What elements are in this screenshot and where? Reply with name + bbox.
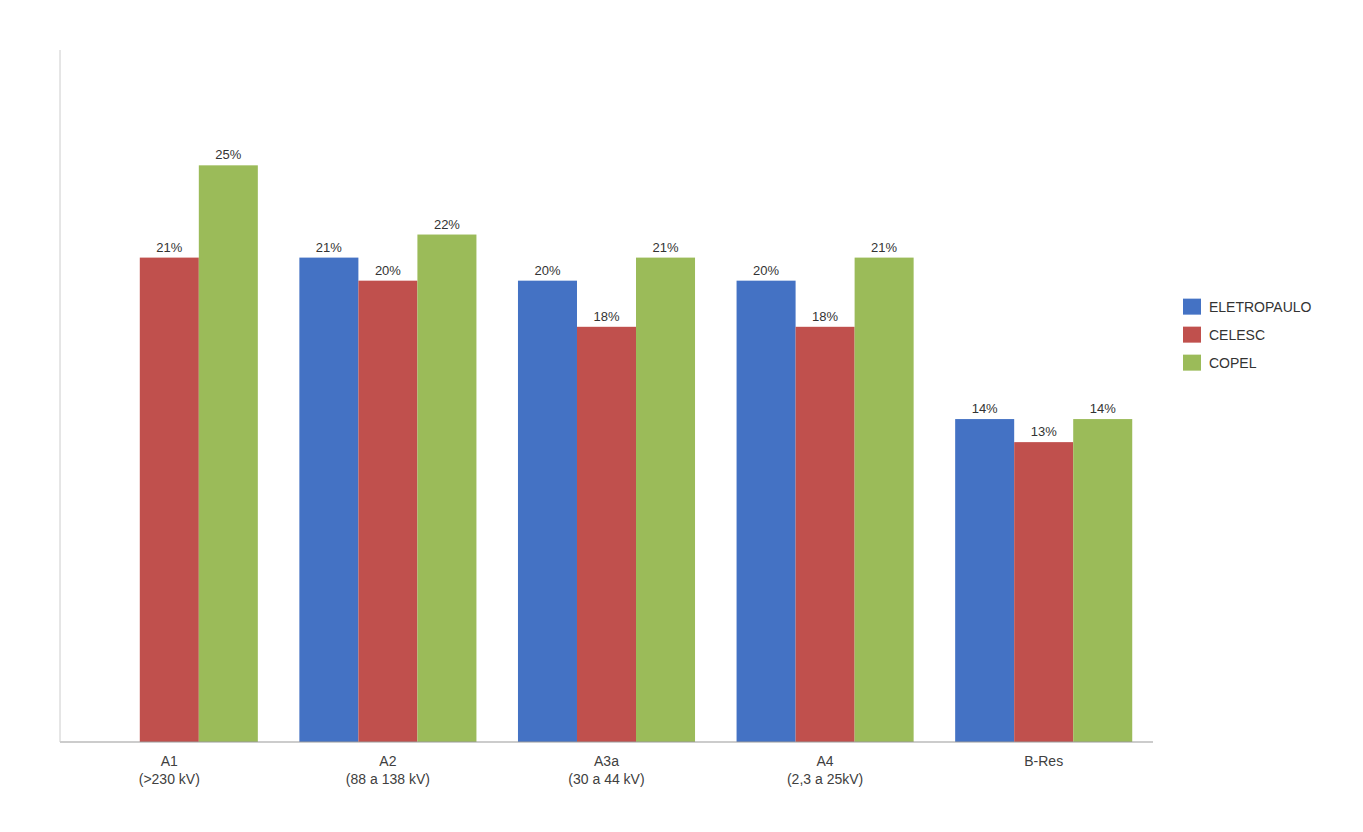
bar: COPEL	[417, 235, 476, 742]
data-label: 20%	[375, 263, 401, 278]
data-label: 25%	[215, 147, 241, 162]
legend-swatch	[1183, 299, 1201, 315]
bar: ELETROPAULO	[518, 281, 577, 742]
bar: COPEL	[636, 258, 695, 742]
data-label: 18%	[593, 309, 619, 324]
data-label: 14%	[1090, 401, 1116, 416]
bar: CELESC	[796, 327, 855, 742]
x-tick-label: A1(>230 kV)	[139, 753, 200, 787]
x-axis-line	[60, 742, 1153, 743]
bar: ELETROPAULO	[955, 419, 1014, 742]
legend-label: ELETROPAULO	[1209, 299, 1312, 315]
data-label: 22%	[434, 217, 460, 232]
data-label: 18%	[812, 309, 838, 324]
bar: CELESC	[577, 327, 636, 742]
bar: COPEL	[1073, 419, 1132, 742]
chart-svg: ELETROPAULOELETROPAULOELETROPAULOELETROP…	[0, 0, 1363, 832]
chart-container: ELETROPAULOELETROPAULOELETROPAULOELETROP…	[0, 0, 1363, 832]
data-label: 21%	[156, 240, 182, 255]
data-label: 13%	[1031, 424, 1057, 439]
y-axis-line	[60, 50, 61, 742]
data-label: 20%	[753, 263, 779, 278]
legend-label: COPEL	[1209, 355, 1257, 371]
data-label: 21%	[316, 240, 342, 255]
x-tick-label: A4(2,3 a 25kV)	[787, 753, 863, 787]
data-labels: 21% 20% 20% 14% 21% 20% 18% 18% 13% 25% 22% 21% 21% 1…	[156, 147, 1116, 439]
bar: ELETROPAULO	[299, 258, 358, 742]
axes: A1(>230 kV) A2(88 a 138 kV) A3a(30 a 44 kV…	[60, 50, 1153, 787]
bar: CELESC	[1014, 442, 1073, 742]
data-label: 14%	[972, 401, 998, 416]
data-label: 21%	[871, 240, 897, 255]
data-label: 20%	[534, 263, 560, 278]
legend: ELETROPAULO CELESC COPEL	[1183, 299, 1312, 371]
legend-label: CELESC	[1209, 327, 1265, 343]
x-tick-label: A2(88 a 138 kV)	[346, 753, 430, 787]
x-tick-label: B-Res	[1024, 753, 1063, 769]
bar: COPEL	[855, 258, 914, 742]
x-tick-label: A3a(30 a 44 kV)	[568, 753, 644, 787]
legend-swatch	[1183, 327, 1201, 343]
legend-swatch	[1183, 355, 1201, 371]
bar: CELESC	[140, 258, 199, 742]
bar: CELESC	[358, 281, 417, 742]
bars: ELETROPAULO ELETROPAULO ELETROPAULO ELETROP…	[140, 165, 1132, 742]
data-label: 21%	[653, 240, 679, 255]
bar: ELETROPAULO	[737, 281, 796, 742]
bar: COPEL	[199, 165, 258, 742]
